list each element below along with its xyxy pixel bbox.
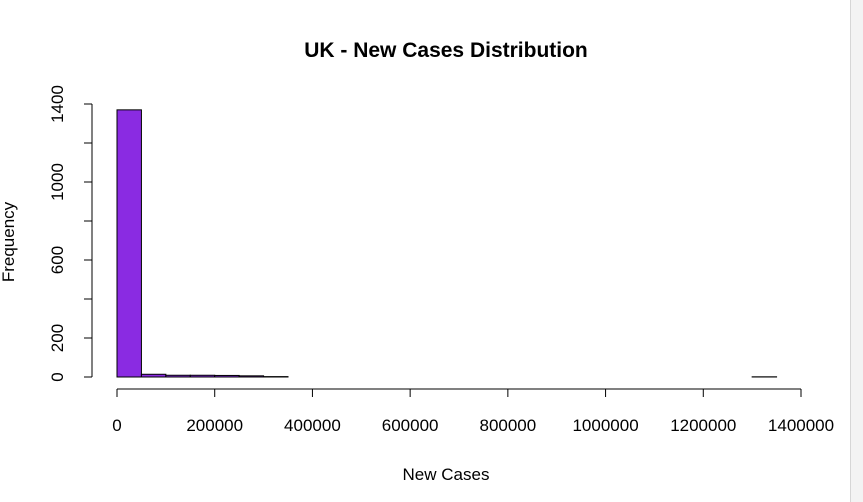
y-tick-label-5: 1000 bbox=[48, 163, 67, 201]
x-tick-label-2: 400000 bbox=[284, 416, 341, 435]
x-tick-label-0: 0 bbox=[112, 416, 121, 435]
x-axis: 0 200000 400000 600000 800000 1000000 1200000 1… bbox=[112, 388, 834, 435]
x-tick-label-7: 1400000 bbox=[768, 416, 834, 435]
histogram-bar-1 bbox=[140, 373, 167, 378]
y-axis-label: Frequency bbox=[0, 201, 18, 282]
histogram-bar-3 bbox=[189, 374, 216, 378]
y-tick-label-1: 200 bbox=[48, 324, 67, 352]
histogram-bar-5 bbox=[238, 375, 265, 378]
x-tick-label-5: 1000000 bbox=[572, 416, 638, 435]
x-axis-label: New Cases bbox=[403, 465, 490, 484]
window-edge bbox=[850, 0, 863, 502]
x-tick-label-3: 600000 bbox=[382, 416, 439, 435]
chart-title: UK - New Cases Distribution bbox=[304, 39, 588, 62]
y-tick-label-7: 1400 bbox=[48, 85, 67, 123]
x-tick-label-1: 200000 bbox=[186, 416, 243, 435]
histogram-bar-2 bbox=[165, 374, 191, 378]
histogram-bars bbox=[116, 109, 778, 378]
x-tick-label-6: 1200000 bbox=[670, 416, 736, 435]
histogram-bar-4 bbox=[214, 374, 240, 378]
x-tick-label-4: 800000 bbox=[479, 416, 536, 435]
y-tick-label-0: 0 bbox=[48, 372, 67, 381]
histogram-bar-0 bbox=[116, 109, 142, 378]
y-axis: 0 200 600 1000 1400 bbox=[48, 85, 93, 382]
y-tick-label-3: 600 bbox=[48, 246, 67, 274]
